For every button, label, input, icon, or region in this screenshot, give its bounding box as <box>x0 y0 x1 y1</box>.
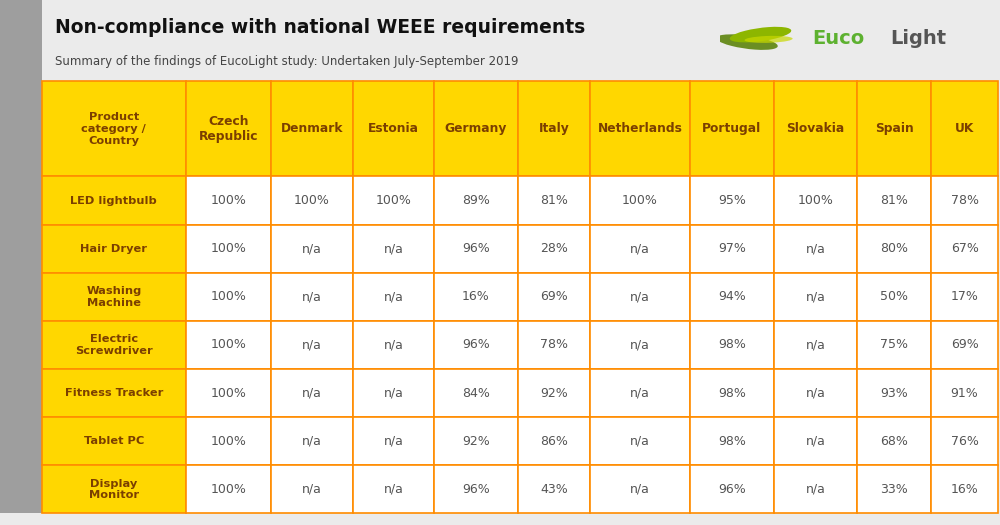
Text: 16%: 16% <box>462 290 490 303</box>
Text: Italy: Italy <box>538 122 569 135</box>
Text: 100%: 100% <box>210 339 246 351</box>
Text: 100%: 100% <box>210 194 246 207</box>
Text: 97%: 97% <box>718 242 746 255</box>
Text: Slovakia: Slovakia <box>786 122 844 135</box>
Text: 96%: 96% <box>462 483 490 496</box>
Text: 86%: 86% <box>540 435 568 448</box>
Ellipse shape <box>745 36 793 43</box>
Text: n/a: n/a <box>302 386 322 400</box>
Text: 91%: 91% <box>951 386 978 400</box>
Text: 93%: 93% <box>880 386 908 400</box>
Text: n/a: n/a <box>302 290 322 303</box>
Text: n/a: n/a <box>630 242 650 255</box>
Text: 50%: 50% <box>880 290 908 303</box>
Text: n/a: n/a <box>805 290 825 303</box>
Text: Fitness Tracker: Fitness Tracker <box>65 388 163 398</box>
Text: 98%: 98% <box>718 435 746 448</box>
Text: n/a: n/a <box>805 242 825 255</box>
Text: 89%: 89% <box>462 194 490 207</box>
Text: UK: UK <box>955 122 974 135</box>
Text: 28%: 28% <box>540 242 568 255</box>
Text: n/a: n/a <box>302 339 322 351</box>
Text: n/a: n/a <box>805 435 825 448</box>
Ellipse shape <box>730 27 791 43</box>
Text: 78%: 78% <box>951 194 979 207</box>
Text: 69%: 69% <box>540 290 568 303</box>
Text: 100%: 100% <box>294 194 330 207</box>
Text: 84%: 84% <box>462 386 490 400</box>
Text: 100%: 100% <box>210 483 246 496</box>
Text: 92%: 92% <box>462 435 490 448</box>
Text: 94%: 94% <box>718 290 746 303</box>
Text: Electric
Screwdriver: Electric Screwdriver <box>75 334 153 356</box>
Text: 95%: 95% <box>718 194 746 207</box>
Text: 80%: 80% <box>880 242 908 255</box>
Text: Netherlands: Netherlands <box>598 122 683 135</box>
Text: n/a: n/a <box>630 435 650 448</box>
Text: Spain: Spain <box>875 122 914 135</box>
Text: n/a: n/a <box>383 386 403 400</box>
Text: 43%: 43% <box>540 483 568 496</box>
Text: n/a: n/a <box>805 339 825 351</box>
Text: 68%: 68% <box>880 435 908 448</box>
Text: n/a: n/a <box>630 386 650 400</box>
Text: 100%: 100% <box>797 194 833 207</box>
Text: 76%: 76% <box>951 435 979 448</box>
Text: n/a: n/a <box>302 483 322 496</box>
Text: Euco: Euco <box>812 28 864 47</box>
Ellipse shape <box>716 34 778 50</box>
Text: Summary of the findings of EucoLight study: Undertaken July-September 2019: Summary of the findings of EucoLight stu… <box>55 55 518 68</box>
Text: 81%: 81% <box>880 194 908 207</box>
Text: Washing
Machine: Washing Machine <box>86 286 141 308</box>
Text: 75%: 75% <box>880 339 908 351</box>
Text: Non-compliance with national WEEE requirements: Non-compliance with national WEEE requir… <box>55 18 585 37</box>
Text: Hair Dryer: Hair Dryer <box>80 244 147 254</box>
Text: n/a: n/a <box>630 290 650 303</box>
Text: 92%: 92% <box>540 386 568 400</box>
Text: n/a: n/a <box>383 435 403 448</box>
Text: 33%: 33% <box>880 483 908 496</box>
Text: Display
Monitor: Display Monitor <box>89 479 139 500</box>
Text: Estonia: Estonia <box>368 122 419 135</box>
Text: 78%: 78% <box>540 339 568 351</box>
Text: 100%: 100% <box>210 242 246 255</box>
Text: 100%: 100% <box>210 290 246 303</box>
Text: Tablet PC: Tablet PC <box>84 436 144 446</box>
Text: 81%: 81% <box>540 194 568 207</box>
Text: n/a: n/a <box>805 386 825 400</box>
Text: Product
category /
Country: Product category / Country <box>81 112 146 145</box>
Text: 96%: 96% <box>462 242 490 255</box>
Text: 17%: 17% <box>951 290 979 303</box>
Text: 69%: 69% <box>951 339 978 351</box>
Text: n/a: n/a <box>302 242 322 255</box>
Text: n/a: n/a <box>302 435 322 448</box>
Text: Denmark: Denmark <box>281 122 343 135</box>
Text: Portugal: Portugal <box>702 122 762 135</box>
Text: n/a: n/a <box>383 339 403 351</box>
Text: 100%: 100% <box>210 435 246 448</box>
Text: 100%: 100% <box>210 386 246 400</box>
Text: 98%: 98% <box>718 339 746 351</box>
Text: Czech
Republic: Czech Republic <box>199 115 258 143</box>
Text: LED lightbulb: LED lightbulb <box>70 195 157 205</box>
Text: Germany: Germany <box>445 122 507 135</box>
Text: 96%: 96% <box>462 339 490 351</box>
Text: n/a: n/a <box>630 339 650 351</box>
Text: n/a: n/a <box>383 290 403 303</box>
Text: Light: Light <box>890 28 946 47</box>
Text: n/a: n/a <box>630 483 650 496</box>
Text: 96%: 96% <box>718 483 746 496</box>
Text: 100%: 100% <box>622 194 658 207</box>
Text: 100%: 100% <box>375 194 411 207</box>
Text: 98%: 98% <box>718 386 746 400</box>
Text: 67%: 67% <box>951 242 979 255</box>
Text: n/a: n/a <box>805 483 825 496</box>
Text: n/a: n/a <box>383 483 403 496</box>
Text: n/a: n/a <box>383 242 403 255</box>
Text: 16%: 16% <box>951 483 978 496</box>
